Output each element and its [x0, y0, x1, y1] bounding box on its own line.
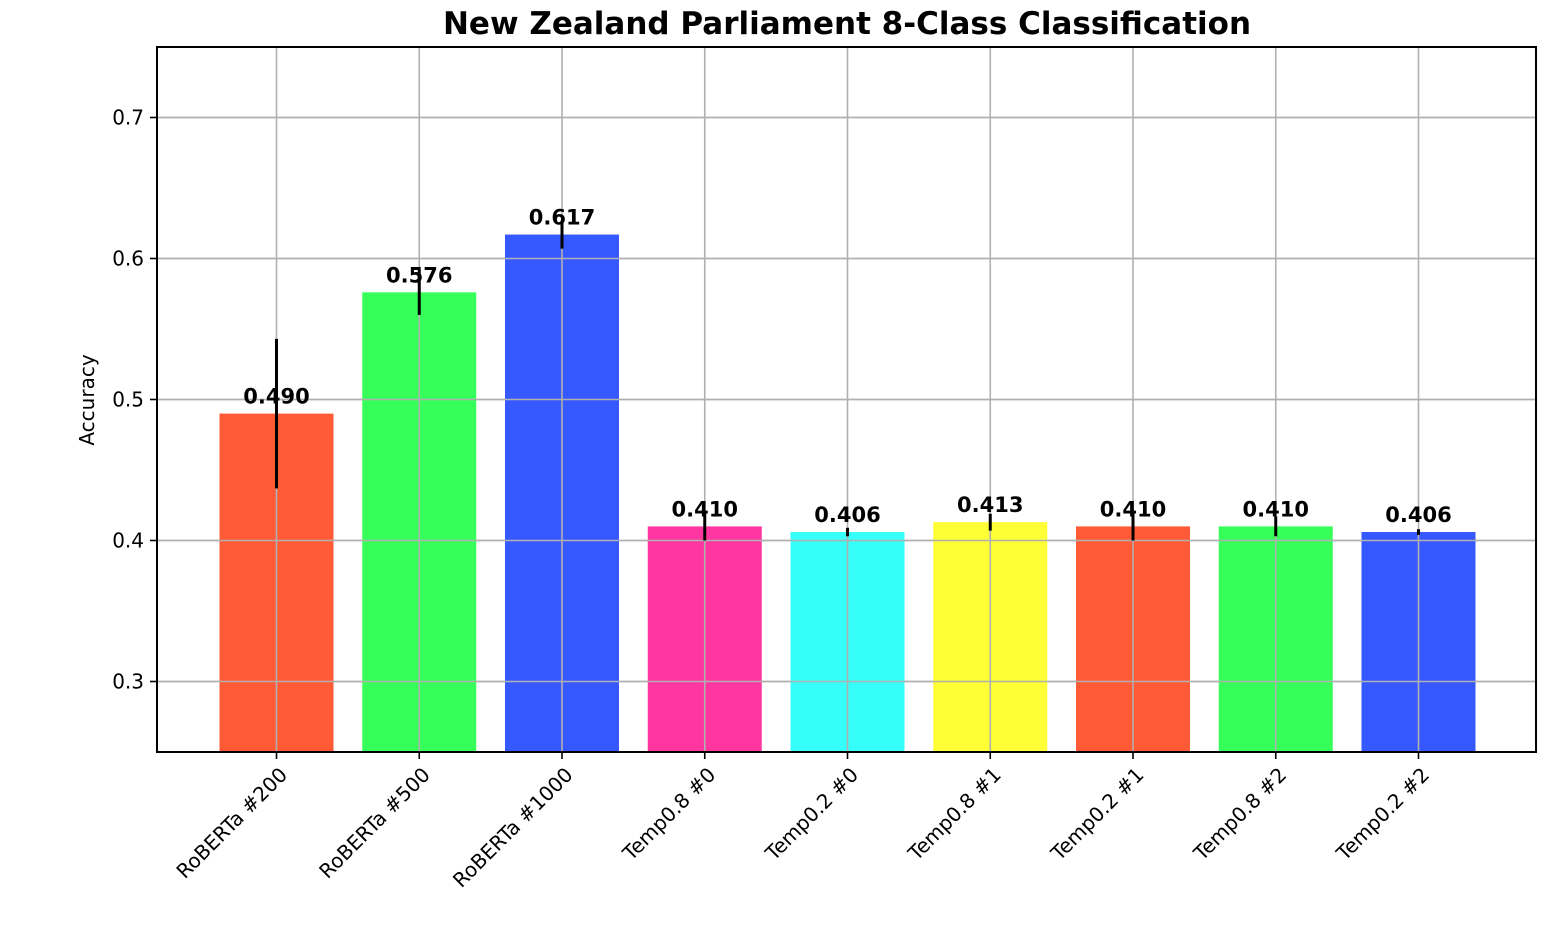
- bar-value-label: 0.617: [529, 206, 595, 230]
- bar-value-label: 0.406: [814, 503, 880, 527]
- x-tick-label: Temp0.2 #1: [1045, 763, 1148, 866]
- chart-title: New Zealand Parliament 8-Class Classific…: [443, 6, 1251, 42]
- x-tick-label: RoBERTa #500: [314, 763, 435, 884]
- x-tick-label: RoBERTa #200: [171, 763, 292, 884]
- error-bars: [275, 220, 1420, 541]
- x-tick-label: Temp0.2 #2: [1331, 763, 1434, 866]
- y-tick-label: 0.4: [112, 529, 144, 553]
- x-tick-label: Temp0.8 #1: [903, 763, 1006, 866]
- bars: [157, 116, 1536, 752]
- bar-value-label: 0.410: [672, 497, 738, 521]
- y-tick-label: 0.6: [112, 247, 144, 271]
- y-axis-label: Accuracy: [75, 354, 99, 445]
- x-axis-ticks: RoBERTa #200 RoBERTa #500 RoBERTa #1000 Tem…: [171, 752, 1434, 892]
- x-tick-label: RoBERTa #1000: [448, 763, 578, 893]
- bar-value-label: 0.413: [957, 493, 1023, 517]
- value-labels: 0.490 0.576 0.617 0.410 0.406 0.413 0.410 0.410…: [243, 206, 1451, 528]
- x-tick-label: Temp0.8 #0: [617, 763, 720, 866]
- y-tick-label: 0.5: [112, 388, 144, 412]
- x-tick-label: Temp0.2 #0: [760, 763, 863, 866]
- y-axis-ticks: 0.3 0.4 0.5 0.6 0.7: [112, 106, 157, 694]
- bar-value-label: 0.410: [1243, 497, 1309, 521]
- bar-value-label: 0.406: [1385, 503, 1451, 527]
- y-tick-label: 0.3: [112, 670, 144, 694]
- plot-frame: [156, 46, 1537, 753]
- x-tick-label: Temp0.8 #2: [1188, 763, 1291, 866]
- bar-value-label: 0.410: [1100, 497, 1166, 521]
- y-tick-label: 0.7: [112, 106, 144, 130]
- bar-value-label: 0.490: [243, 385, 309, 409]
- bar-value-label: 0.576: [386, 263, 452, 287]
